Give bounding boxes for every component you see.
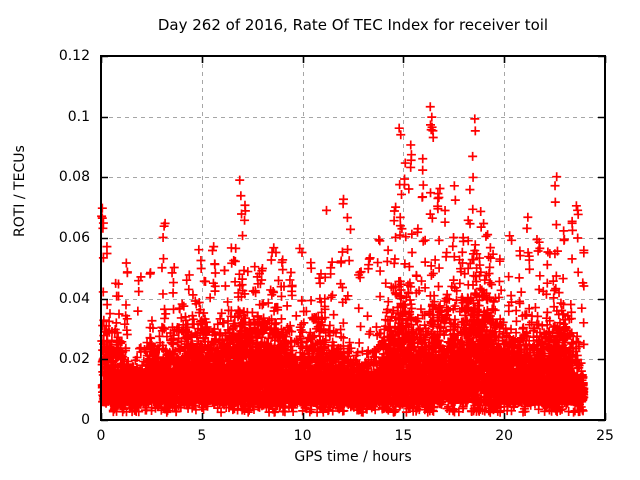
- x-axis-label: GPS time / hours: [294, 449, 412, 465]
- y-tick-label: 0.04: [58, 290, 90, 307]
- y-tick-label: 0.12: [58, 48, 90, 64]
- y-tick-label: 0.08: [58, 169, 90, 186]
- y-tick-label: 0.1: [67, 108, 90, 125]
- y-tick-label: 0.02: [58, 351, 90, 368]
- x-tick-label: 5: [197, 428, 207, 444]
- y-tick-label: 0: [81, 412, 90, 428]
- y-tick-label: 0.06: [58, 230, 90, 246]
- chart-title: Day 262 of 2016, Rate Of TEC Index for r…: [157, 16, 549, 34]
- x-tick-label: 25: [596, 428, 614, 444]
- x-tick-label: 20: [495, 428, 514, 444]
- x-tick-label: 10: [293, 428, 312, 444]
- x-tick-label: 0: [96, 428, 106, 444]
- x-tick-label: 15: [394, 428, 413, 444]
